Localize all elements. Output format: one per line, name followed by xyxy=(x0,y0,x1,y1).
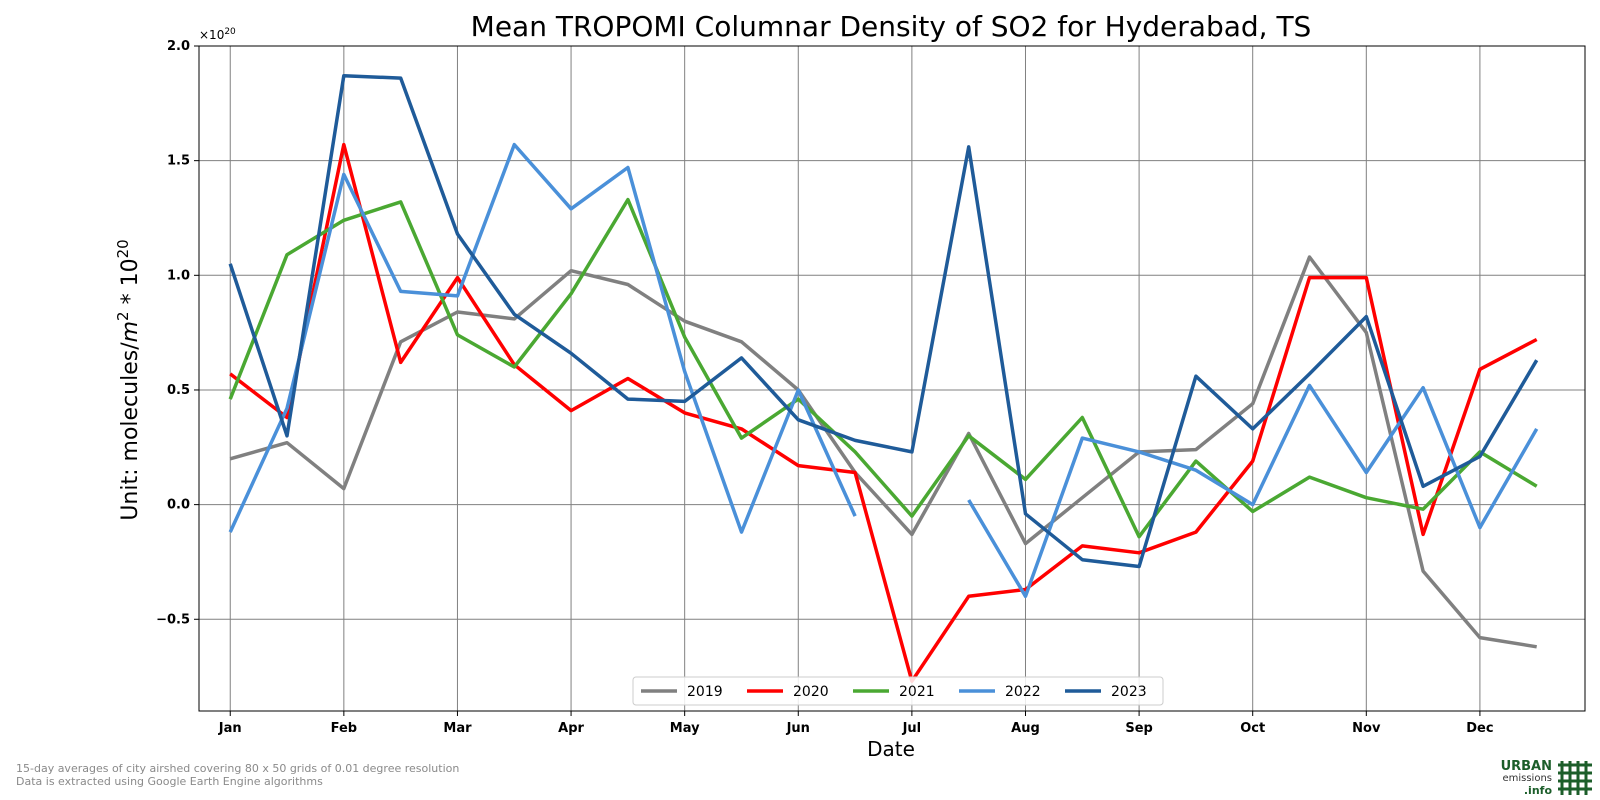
y-tick-label: 1.0 xyxy=(167,268,190,283)
y-axis: −0.5 0.0 0.5 1.0 1.5 2.0 xyxy=(156,39,199,627)
series-line-2023 xyxy=(228,74,1539,569)
x-tick-label: Feb xyxy=(331,721,357,736)
series-line-2022 xyxy=(967,383,1539,599)
ylabel-pow: 20 xyxy=(114,239,132,258)
ylabel-exp: 2 xyxy=(114,311,132,321)
x-tick-label: Jul xyxy=(902,721,922,736)
ylabel-mid: * 10 xyxy=(118,258,143,311)
offset-exp: 20 xyxy=(224,27,236,37)
legend-label-2019: 2019 xyxy=(687,684,723,700)
plot-frame xyxy=(198,45,1586,712)
legend: 2019 2020 2021 2022 2023 xyxy=(632,676,1164,706)
chart-title: Mean TROPOMI Columnar Density of SO2 for… xyxy=(471,10,1312,43)
logo-text-emissions: emissions xyxy=(1502,773,1552,784)
y-tick-label: 2.0 xyxy=(167,39,190,54)
x-tick-label: Nov xyxy=(1352,721,1381,736)
x-axis-label: Date xyxy=(867,737,915,761)
x-tick-label: Mar xyxy=(443,721,472,736)
y-tick-label: 0.5 xyxy=(167,383,190,398)
urban-emissions-logo: URBAN emissions .info xyxy=(1486,758,1596,798)
y-tick-label: 1.5 xyxy=(167,154,190,169)
x-tick-label: Dec xyxy=(1466,721,1493,736)
y-tick-label: 0.0 xyxy=(167,498,190,513)
ylabel-m: m xyxy=(118,321,143,342)
footnote-averages: 15-day averages of city airshed covering… xyxy=(16,762,460,775)
series-line-2020 xyxy=(229,142,1538,683)
legend-label-2023: 2023 xyxy=(1111,684,1147,700)
y-offset-label: ×1020 xyxy=(199,27,236,42)
x-tick-label: May xyxy=(670,721,700,736)
logo-text-urban: URBAN xyxy=(1500,759,1552,774)
ylabel-main: Unit: molecules/ xyxy=(118,342,143,521)
legend-label-2021: 2021 xyxy=(899,684,935,700)
legend-box xyxy=(632,676,1164,706)
x-tick-label: Aug xyxy=(1011,721,1040,736)
series-line-2021 xyxy=(228,197,1538,539)
series-lines xyxy=(228,74,1539,683)
x-axis: Jan Feb Mar Apr May Jun Jul Aug Sep Oct Nov Dec xyxy=(218,711,1494,736)
footnote-source: Data is extracted using Google Earth Eng… xyxy=(16,775,323,788)
y-tick-label: −0.5 xyxy=(156,612,190,627)
legend-label-2020: 2020 xyxy=(793,684,829,700)
grid-icon xyxy=(1558,761,1592,795)
series-line-2022 xyxy=(228,142,857,534)
y-axis-label: Unit: molecules/m2 * 1020 xyxy=(114,239,143,520)
x-tick-label: Apr xyxy=(558,721,584,736)
x-tick-label: Jun xyxy=(786,721,810,736)
x-tick-label: Sep xyxy=(1125,721,1153,736)
logo-text-info: .info xyxy=(1523,784,1552,797)
series-line-2019 xyxy=(229,255,1537,649)
x-tick-label: Jan xyxy=(218,721,242,736)
offset-base: ×10 xyxy=(199,28,224,42)
x-tick-label: Oct xyxy=(1240,721,1265,736)
legend-label-2022: 2022 xyxy=(1005,684,1041,700)
